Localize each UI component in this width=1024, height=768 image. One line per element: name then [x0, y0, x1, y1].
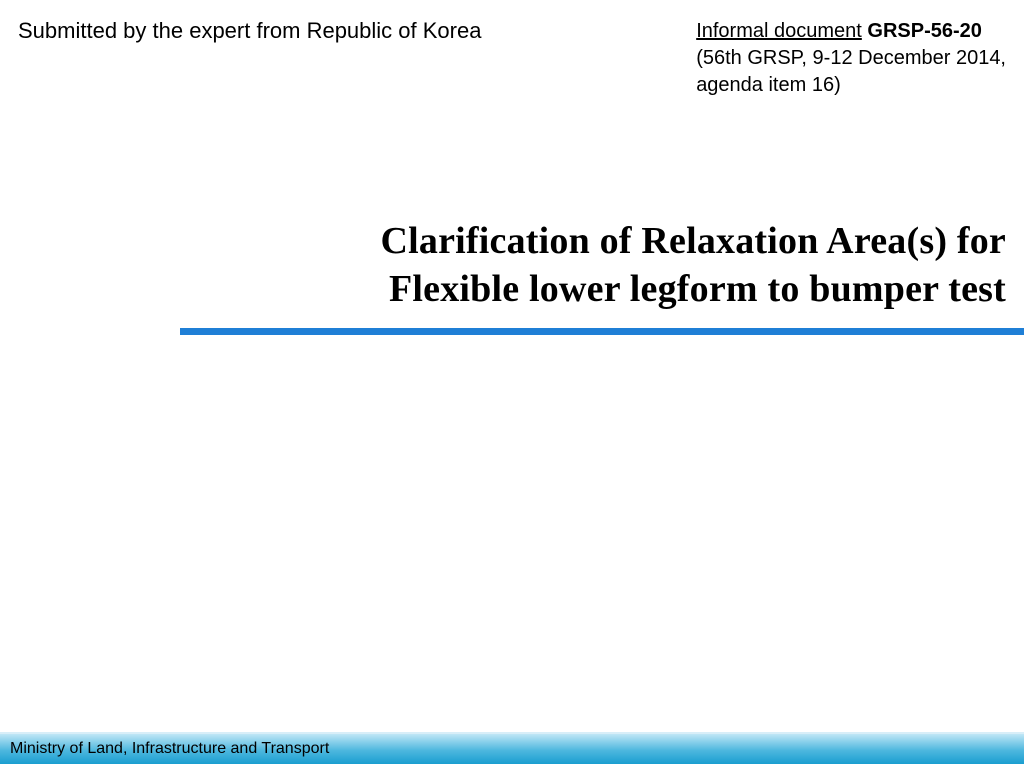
footer-band: Ministry of Land, Infrastructure and Tra…	[0, 734, 1024, 764]
document-meeting-line: (56th GRSP, 9-12 December 2014,	[696, 45, 1006, 72]
slide-title: Clarification of Relaxation Area(s) for …	[180, 218, 1006, 313]
submitted-by-text: Submitted by the expert from Republic of…	[18, 18, 481, 44]
title-block: Clarification of Relaxation Area(s) for …	[180, 218, 1006, 313]
document-label-prefix: Informal document	[696, 20, 862, 42]
document-code: GRSP-56-20	[867, 20, 982, 42]
document-info-line1: Informal document GRSP-56-20	[696, 18, 1006, 45]
title-line-2: Flexible lower legform to bumper test	[389, 268, 1006, 310]
footer-ministry-text: Ministry of Land, Infrastructure and Tra…	[10, 740, 329, 758]
document-agenda-line: agenda item 16)	[696, 72, 1006, 99]
title-underline-rule	[180, 328, 1024, 335]
document-info-block: Informal document GRSP-56-20 (56th GRSP,…	[696, 18, 1006, 99]
title-line-1: Clarification of Relaxation Area(s) for	[380, 220, 1006, 262]
